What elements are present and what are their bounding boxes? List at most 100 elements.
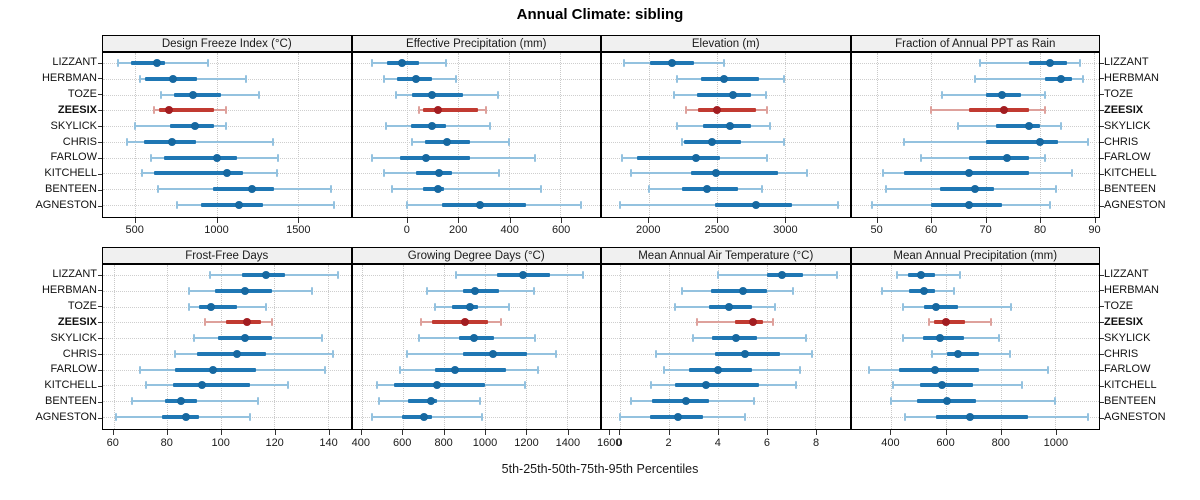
median-dot [965, 169, 974, 178]
whisker-cap-low [125, 137, 128, 146]
y-axis-tick [1100, 94, 1104, 96]
median-dot [432, 381, 441, 390]
x-axis-tick [402, 430, 404, 435]
x-gridline [560, 53, 562, 217]
median-dot [917, 271, 926, 280]
x-axis-tick [526, 430, 528, 435]
station-label-right: AGNESTON [1104, 411, 1166, 424]
whisker-cap-high [836, 271, 839, 280]
x-axis-tick [1040, 218, 1042, 223]
whisker-cap-low [622, 59, 625, 68]
whisker-cap-high [1087, 412, 1090, 421]
station-label-left: CHRIS [62, 135, 97, 148]
whisker-cap-high [337, 271, 340, 280]
whisker-cap-low [134, 122, 137, 131]
whisker-cap-high [1079, 59, 1082, 68]
whisker-cap-high [257, 397, 260, 406]
station-label-left: SKYLICK [50, 119, 97, 132]
whisker-cap-high [774, 302, 777, 311]
whisker-cap-low [406, 200, 409, 209]
median-dot [941, 318, 950, 327]
median-dot [433, 185, 442, 194]
whisker-cap-low [654, 349, 657, 358]
station-label-right: LIZZANT [1104, 56, 1149, 68]
whisker-cap-high [1054, 185, 1057, 194]
station-label-left: TOZE [67, 299, 97, 312]
x-axis-tick [509, 218, 511, 223]
whisker-cap-low [418, 334, 421, 343]
whisker-cap-low [116, 59, 119, 68]
whisker-cap-low [680, 137, 683, 146]
whisker-cap-high [579, 200, 582, 209]
y-axis-tick [98, 126, 102, 128]
station-label-right: AGNESTON [1104, 199, 1166, 212]
x-gridline [526, 265, 528, 429]
whisker-cap-high [554, 349, 557, 358]
y-axis-tick [1100, 354, 1104, 355]
whisker-cap-low [880, 287, 883, 296]
whisker-cap-low [673, 90, 676, 99]
y-axis-tick [1100, 338, 1104, 340]
x-gridline [891, 265, 893, 429]
y-axis-tick [1100, 189, 1104, 191]
median-dot [1035, 137, 1044, 146]
y-axis-tick [1100, 401, 1104, 403]
panel-strip: Design Freeze Index (°C) [102, 35, 352, 52]
iqr-bar [700, 77, 760, 82]
whisker-cap-low [417, 106, 420, 115]
median-dot [701, 381, 710, 390]
x-axis-tick [220, 430, 222, 435]
x-gridline [135, 53, 137, 217]
station-label-left: KITCHELL [44, 167, 97, 180]
y-axis-tick [1100, 157, 1104, 159]
row-gridline [851, 63, 1099, 65]
x-axis-tick [716, 218, 718, 223]
median-dot [668, 59, 677, 68]
median-dot [208, 365, 217, 374]
x-tick-label: 600 [936, 437, 955, 449]
whisker-cap-high [1054, 397, 1057, 406]
whisker-cap-low [890, 397, 893, 406]
median-dot [1000, 106, 1009, 115]
whisker-cap-high [782, 137, 785, 146]
whisker-cap-high [836, 200, 839, 209]
x-tick-label: 100 [211, 437, 230, 449]
x-gridline [716, 53, 718, 217]
whisker-cap-high [753, 397, 756, 406]
median-dot [469, 334, 478, 343]
iqr-bar [199, 304, 237, 309]
whisker-cap-high [1043, 90, 1046, 99]
whisker-cap-low [411, 137, 414, 146]
whisker-cap-low [115, 412, 118, 421]
station-label-right: KITCHELL [1104, 379, 1157, 392]
station-label-right: FARLOW [1104, 151, 1151, 164]
x-tick-label: 90 [1088, 224, 1101, 236]
whisker-cap-high [806, 169, 809, 178]
whisker-cap-low [383, 169, 386, 178]
x-tick-label: 80 [1033, 224, 1047, 236]
station-label-left: AGNESTON [35, 411, 97, 424]
whisker-cap-low [139, 365, 142, 374]
whisker-cap-high [1009, 349, 1012, 358]
whisker-cap-high [953, 287, 956, 296]
whisker-cap-low [174, 349, 177, 358]
whisker-cap-low [868, 365, 871, 374]
median-dot [442, 137, 451, 146]
whisker-cap-low [371, 412, 373, 421]
x-axis-tick [717, 430, 719, 435]
median-dot [422, 153, 431, 162]
whisker-cap-high [989, 318, 992, 327]
median-dot [954, 349, 963, 358]
x-gridline [361, 265, 363, 429]
whisker-cap-low [902, 302, 905, 311]
whisker-cap-low [647, 185, 650, 194]
x-axis-tick [567, 430, 569, 435]
x-gridline [216, 53, 218, 217]
x-axis-tick [134, 218, 136, 223]
median-dot [168, 75, 177, 84]
iqr-bar [463, 289, 500, 294]
whisker-cap-low [684, 106, 687, 115]
iqr-bar [710, 289, 767, 294]
median-dot [427, 90, 436, 99]
y-axis-tick [1100, 322, 1104, 324]
